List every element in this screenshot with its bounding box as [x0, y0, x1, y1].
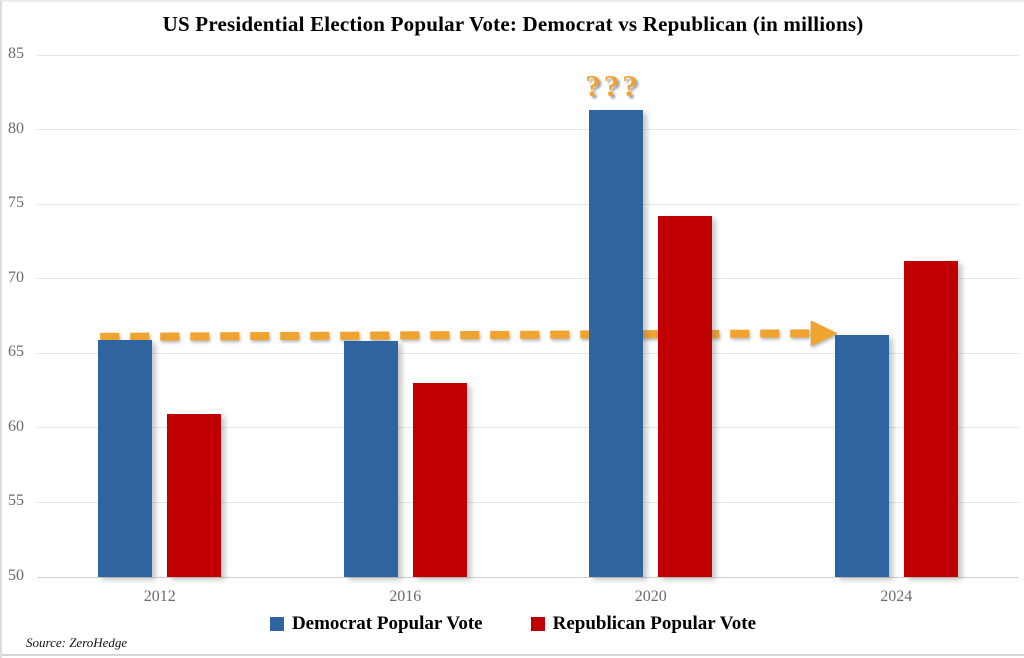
legend-item-republican: Republican Popular Vote: [530, 613, 757, 635]
y-axis-tick-label: 75: [8, 194, 24, 212]
y-axis-tick-label: 65: [8, 343, 24, 361]
bar-republican-2020: [658, 216, 713, 577]
y-axis-tick-label: 55: [8, 492, 24, 510]
y-axis-tick-label: 50: [8, 567, 24, 584]
y-axis-tick-label: 60: [8, 417, 24, 435]
x-axis-tick-label-2024: 2024: [880, 588, 913, 605]
bar-democrat-2024: [834, 335, 889, 577]
gridline-y50: [37, 576, 1019, 578]
x-axis-tick-label-2016: 2016: [389, 588, 422, 605]
gridline-y60: [37, 427, 1019, 429]
gridline-y55: [37, 501, 1019, 503]
bar-democrat-2012: [98, 339, 153, 577]
gridline-y80: [37, 129, 1019, 131]
bar-republican-2012: [167, 414, 222, 577]
x-axis-tick-label-2012: 2012: [143, 588, 176, 605]
republican-swatch-icon: [530, 617, 545, 631]
gridline-y85: [37, 54, 1019, 56]
bar-democrat-2016: [343, 341, 398, 577]
y-axis-tick-label: 80: [8, 119, 24, 137]
legend-label-democrat: Democrat Popular Vote: [291, 613, 483, 634]
source-credit: Source: ZeroHedge: [26, 635, 128, 650]
legend: Democrat Popular Vote Republican Popular…: [2, 613, 1024, 635]
legend-item-democrat: Democrat Popular Vote: [269, 613, 483, 635]
y-axis-tick-label: 70: [8, 268, 24, 286]
legend-label-republican: Republican Popular Vote: [552, 613, 757, 634]
x-axis-tick-label-2020: 2020: [634, 588, 667, 605]
gridline-y65: [37, 352, 1019, 354]
bar-democrat-2020: [589, 110, 644, 577]
gridline-y75: [37, 203, 1019, 205]
bar-republican-2024: [903, 260, 958, 577]
chart-title: US Presidential Election Popular Vote: D…: [162, 12, 864, 36]
bar-republican-2016: [412, 383, 467, 577]
question-marks-annotation: ???: [585, 68, 641, 104]
bottom-border: [2, 654, 1024, 656]
democrat-swatch-icon: [269, 617, 284, 631]
y-axis-tick-label: 85: [8, 45, 24, 62]
gridline-y70: [37, 278, 1019, 280]
